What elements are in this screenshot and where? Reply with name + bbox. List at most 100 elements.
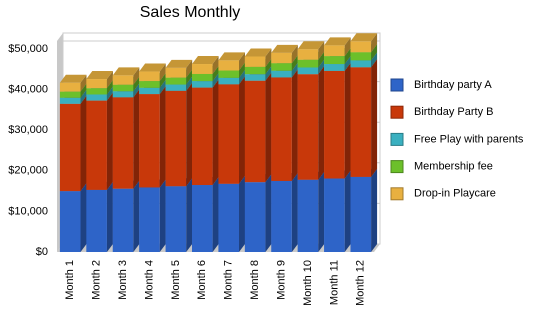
bar-front xyxy=(324,178,345,252)
bar xyxy=(350,168,378,252)
bar-front xyxy=(165,90,187,187)
bar-front xyxy=(218,84,240,184)
bar-front xyxy=(350,41,372,53)
x-tick-label: Month 1 xyxy=(64,260,76,300)
bar xyxy=(218,175,246,252)
bar xyxy=(139,179,166,252)
bar-front xyxy=(139,187,160,252)
bar-front xyxy=(244,66,266,75)
bar-side xyxy=(106,71,113,89)
legend-swatch xyxy=(390,187,404,201)
bar-side xyxy=(265,48,272,67)
bar-front xyxy=(112,97,134,189)
bar-front xyxy=(271,180,292,252)
bar-front xyxy=(350,67,372,177)
bar-front xyxy=(59,191,81,252)
bar-side xyxy=(80,89,87,104)
bar-side xyxy=(186,82,193,187)
bar-top xyxy=(59,74,87,83)
bar-side xyxy=(291,55,298,71)
bar-side xyxy=(239,175,246,252)
bar-side xyxy=(159,79,166,95)
bar-front xyxy=(324,64,345,71)
bar-side xyxy=(371,59,378,177)
bar-side xyxy=(186,178,193,252)
x-tick-label: Month 3 xyxy=(117,260,129,300)
bar-front xyxy=(139,94,160,188)
bar-side xyxy=(212,73,219,88)
bar-side xyxy=(186,76,193,91)
bar-side xyxy=(318,66,325,180)
bar-side xyxy=(212,56,219,74)
bar-side xyxy=(239,76,246,184)
bar-front xyxy=(324,70,345,179)
bar-front xyxy=(244,74,266,81)
bar-side xyxy=(344,48,351,65)
bar-front xyxy=(324,56,345,65)
bar xyxy=(244,48,272,67)
chart-title: Sales Monthly xyxy=(140,4,241,21)
legend-label: Membership fee xyxy=(414,161,493,173)
bar-front xyxy=(350,52,372,61)
bar-top xyxy=(244,48,272,57)
bar xyxy=(191,56,219,74)
legend-label: Birthday Party B xyxy=(414,106,493,118)
bar xyxy=(271,44,298,64)
bar-side xyxy=(80,83,87,98)
bar-side xyxy=(371,168,378,252)
bar-front xyxy=(112,84,134,92)
bar-side xyxy=(371,52,378,68)
legend-swatch xyxy=(390,160,404,174)
bar-front xyxy=(271,77,292,181)
bar-front xyxy=(191,64,213,74)
bar-side xyxy=(318,41,325,60)
bar-side xyxy=(291,44,298,64)
bar-side xyxy=(212,177,219,252)
bar xyxy=(244,72,272,183)
bar xyxy=(59,95,87,192)
bar-front xyxy=(165,67,187,78)
bar-top xyxy=(297,41,325,50)
bar-front xyxy=(59,82,81,92)
y-tick-label: $0 xyxy=(36,246,48,258)
bar-side xyxy=(106,92,113,190)
bar-front xyxy=(191,73,213,82)
bar xyxy=(86,181,113,252)
x-tick-label: Month 10 xyxy=(302,260,314,306)
bar-side xyxy=(318,51,325,68)
bar-side xyxy=(239,69,246,85)
bar-side xyxy=(106,86,113,101)
bar-top xyxy=(271,44,298,53)
bar-top xyxy=(86,71,113,80)
bar xyxy=(324,37,351,57)
bar-side xyxy=(212,79,219,186)
bar xyxy=(218,76,246,184)
bar-side xyxy=(159,63,166,82)
bar-side xyxy=(371,33,378,53)
bar-front xyxy=(297,59,319,68)
bar-side xyxy=(265,66,272,81)
bar-side xyxy=(80,183,87,252)
x-tick-label: Month 9 xyxy=(275,260,287,300)
bar xyxy=(297,171,325,252)
bar-front xyxy=(244,80,266,183)
bar-front xyxy=(86,100,107,190)
bar-side xyxy=(265,72,272,183)
bar-front xyxy=(297,49,319,60)
bar-side xyxy=(265,58,272,75)
y-tick-label: $20,000 xyxy=(8,165,48,177)
bar-front xyxy=(86,88,107,95)
bar-side xyxy=(133,83,140,98)
bar xyxy=(165,82,193,187)
bar-side xyxy=(291,62,298,78)
bar-front xyxy=(244,182,266,252)
bar-top xyxy=(165,59,193,68)
bar-side xyxy=(344,56,351,71)
bar-top xyxy=(324,37,351,46)
bar-front xyxy=(271,70,292,78)
bar xyxy=(324,62,351,179)
bar-front xyxy=(112,75,134,85)
bar-front xyxy=(86,79,107,89)
bar-front xyxy=(324,45,345,57)
bar xyxy=(271,172,298,252)
